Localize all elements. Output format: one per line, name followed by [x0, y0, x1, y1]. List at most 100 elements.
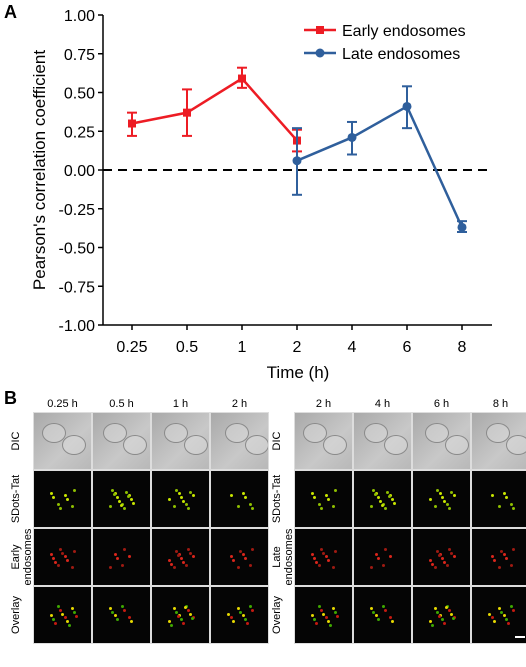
- fluorescence-signal: [114, 553, 117, 556]
- x-tick-label: 4: [348, 339, 357, 356]
- fluorescence-signal: [187, 609, 190, 612]
- fluorescence-signal: [491, 616, 494, 619]
- fluorescence-signal: [320, 609, 323, 612]
- fluorescence-signal: [498, 607, 501, 610]
- fluorescence-signal: [237, 505, 240, 508]
- fluorescence-signal: [446, 564, 449, 567]
- column-header: 4 h: [374, 398, 391, 410]
- fluorescence-signal: [445, 606, 448, 609]
- fluorescence-image-tile: [152, 529, 209, 585]
- x-axis-label: Time (h): [267, 363, 330, 382]
- fluorescence-signal: [227, 613, 230, 616]
- fluorescence-signal: [73, 611, 76, 614]
- fluorescence-signal: [54, 561, 57, 564]
- fluorescence-signal: [334, 611, 337, 614]
- fluorescence-signal: [182, 500, 185, 503]
- fluorescence-signal: [170, 624, 173, 627]
- fluorescence-signal: [185, 503, 188, 506]
- fluorescence-signal: [244, 496, 247, 499]
- fluorescence-signal: [436, 489, 439, 492]
- fluorescence-signal: [320, 507, 323, 510]
- legend-label: Early endosomes: [342, 23, 466, 40]
- fluorescence-signal: [130, 498, 133, 501]
- fluorescence-signal: [251, 548, 254, 551]
- fluorescence-image-tile: [295, 587, 352, 643]
- fluorescence-signal: [375, 614, 378, 617]
- y-tick-label: 0.25: [64, 124, 95, 141]
- fluorescence-signal: [436, 550, 439, 553]
- fluorescence-signal: [52, 618, 55, 621]
- fluorescence-signal: [493, 620, 496, 623]
- fluorescence-signal: [109, 566, 112, 569]
- fluorescence-signal: [73, 550, 76, 553]
- fluorescence-signal: [189, 613, 192, 616]
- fluorescence-signal: [332, 505, 335, 508]
- fluorescence-signal: [187, 507, 190, 510]
- fluorescence-signal: [177, 554, 180, 557]
- fluorescence-signal: [438, 615, 441, 618]
- fluorescence-signal: [249, 503, 252, 506]
- fluorescence-signal: [121, 605, 124, 608]
- fluorescence-signal: [325, 494, 328, 497]
- column-header: 0.5 h: [109, 398, 134, 410]
- fluorescence-signal: [322, 613, 325, 616]
- x-tick-label: 2: [293, 339, 302, 356]
- fluorescence-signal: [237, 566, 240, 569]
- fluorescence-signal: [441, 496, 444, 499]
- fluorescence-signal: [64, 494, 67, 497]
- fluorescence-signal: [177, 615, 180, 618]
- fluorescence-signal: [128, 616, 131, 619]
- fluorescence-signal: [372, 611, 375, 614]
- fluorescence-signal: [109, 505, 112, 508]
- fluorescence-signal: [453, 494, 456, 497]
- fluorescence-signal: [232, 620, 235, 623]
- fluorescence-signal: [336, 615, 339, 618]
- row-label: Overlay: [10, 596, 22, 634]
- fluorescence-image-tile: [152, 587, 209, 643]
- fluorescence-signal: [123, 548, 126, 551]
- fluorescence-signal: [429, 559, 432, 562]
- chart-axes: 1.00 0.75 0.50 0.25 0.00 -0.25 -0.50 -0.75 -1.00…: [59, 8, 492, 356]
- y-tick-label: -0.25: [59, 202, 96, 219]
- fluorescence-signal: [512, 548, 515, 551]
- cell-outline: [245, 435, 268, 455]
- fluorescence-signal: [239, 550, 242, 553]
- fluorescence-signal: [168, 559, 171, 562]
- fluorescence-signal: [329, 624, 332, 627]
- fluorescence-signal: [334, 550, 337, 553]
- fluorescence-signal: [50, 553, 53, 556]
- fluorescence-signal: [66, 498, 69, 501]
- fluorescence-signal: [381, 504, 384, 507]
- fluorescence-signal: [311, 614, 314, 617]
- fluorescence-image-tile: [413, 471, 470, 527]
- fluorescence-image-tile: [295, 471, 352, 527]
- fluorescence-image-tile: [472, 471, 526, 527]
- fluorescence-signal: [507, 622, 510, 625]
- fluorescence-signal: [332, 607, 335, 610]
- fluorescence-signal: [173, 566, 176, 569]
- fluorescence-signal: [391, 620, 394, 623]
- fluorescence-signal: [384, 507, 387, 510]
- fluorescence-signal: [66, 559, 69, 562]
- fluorescence-signal: [185, 564, 188, 567]
- data-point: [292, 156, 302, 166]
- fluorescence-signal: [439, 492, 442, 495]
- fluorescence-signal: [127, 495, 130, 498]
- cell-outline: [303, 423, 327, 443]
- fluorescence-signal: [370, 607, 373, 610]
- fluorescence-image-tile: [472, 529, 526, 585]
- fluorescence-signal: [230, 616, 233, 619]
- fluorescence-signal: [391, 498, 394, 501]
- fluorescence-image-tile: [211, 471, 268, 527]
- fluorescence-signal: [500, 611, 503, 614]
- cell-outline: [364, 423, 388, 443]
- fluorescence-signal: [189, 491, 192, 494]
- fluorescence-signal: [315, 622, 318, 625]
- fluorescence-signal: [325, 555, 328, 558]
- fluorescence-signal: [503, 553, 506, 556]
- y-tick-label: 0.75: [64, 47, 95, 64]
- fluorescence-image-tile: [34, 529, 91, 585]
- fluorescence-signal: [71, 566, 74, 569]
- fluorescence-signal: [370, 505, 373, 508]
- fluorescence-signal: [434, 607, 437, 610]
